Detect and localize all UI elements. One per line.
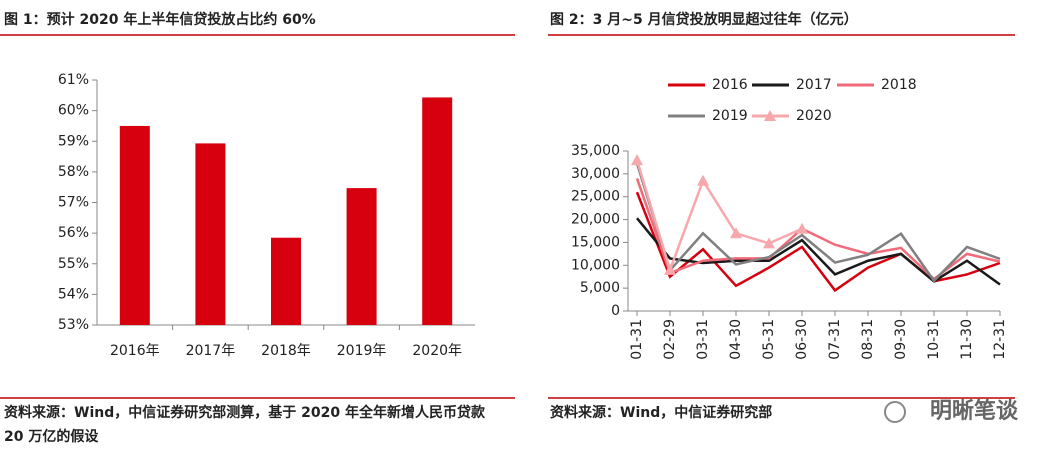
chart-title: 图 2：3 月~5 月信贷投放明显超过往年（亿元） <box>550 11 858 28</box>
series-line <box>635 178 1001 281</box>
y-tick-label: 53% <box>58 317 89 333</box>
x-tick-label: 01-31 <box>629 319 645 360</box>
source-note: 资料来源：Wind，中信证券研究部 <box>550 405 773 421</box>
y-tick-label: 0 <box>611 303 620 319</box>
bar <box>271 237 301 325</box>
x-tick-label: 2020年 <box>412 343 462 359</box>
x-tick-label: 2016年 <box>110 343 160 359</box>
y-tick-label: 55% <box>58 256 89 272</box>
y-tick-label: 56% <box>58 225 89 241</box>
x-tick-label: 07-31 <box>827 319 843 360</box>
watermark-icon <box>884 401 906 423</box>
bar <box>195 143 226 325</box>
legend-marker <box>764 110 776 121</box>
point-marker <box>664 263 676 275</box>
x-tick-label: 11-30 <box>959 319 975 360</box>
x-tick-label: 12-31 <box>992 319 1008 360</box>
x-tick-label: 06-30 <box>794 319 810 360</box>
legend-label: 2018 <box>881 77 917 93</box>
y-tick-label: 15,000 <box>571 234 620 250</box>
x-tick-label: 03-31 <box>695 319 711 360</box>
legend-label: 2019 <box>712 108 748 124</box>
x-tick-label: 10-31 <box>926 319 942 360</box>
x-tick-label: 09-30 <box>893 319 909 360</box>
series-line <box>635 191 1001 293</box>
source-note: 资料来源：Wind，中信证券研究部测算，基于 2020 年全年新增人民币贷款 2… <box>4 405 485 445</box>
point-marker <box>730 227 742 239</box>
x-tick-label: 2019年 <box>337 343 387 359</box>
x-tick-label: 2018年 <box>261 343 311 359</box>
y-tick-label: 30,000 <box>571 166 620 182</box>
y-tick-label: 54% <box>58 286 89 302</box>
y-tick-label: 61% <box>58 72 89 88</box>
y-tick-label: 60% <box>58 103 89 119</box>
series-line <box>635 162 1001 283</box>
x-tick-label: 05-31 <box>761 319 777 360</box>
y-tick-label: 20,000 <box>571 212 620 228</box>
y-tick-label: 58% <box>58 164 89 180</box>
series-line <box>635 159 803 274</box>
point-marker <box>763 237 775 249</box>
y-tick-label: 35,000 <box>571 143 620 159</box>
bar <box>119 125 150 325</box>
legend-label: 2020 <box>796 108 832 124</box>
legend-label: 2016 <box>712 77 748 93</box>
point-marker <box>697 174 709 186</box>
legend-label: 2017 <box>796 77 832 93</box>
point-marker <box>631 154 643 166</box>
x-tick-label: 08-31 <box>860 319 876 360</box>
watermark: 明晰笔谈 <box>930 398 1019 424</box>
chart-title: 图 1：预计 2020 年上半年信贷投放占比约 60% <box>4 11 316 28</box>
bar <box>346 188 377 325</box>
y-tick-label: 25,000 <box>571 189 620 205</box>
x-tick-label: 02-29 <box>662 319 678 360</box>
point-marker <box>796 222 808 234</box>
x-tick-label: 2017年 <box>186 343 236 359</box>
y-tick-label: 10,000 <box>571 257 620 273</box>
series-line <box>636 217 1001 286</box>
x-tick-label: 04-30 <box>728 319 744 360</box>
y-tick-label: 59% <box>58 133 89 149</box>
y-tick-label: 5,000 <box>580 280 620 296</box>
bar <box>422 97 453 325</box>
y-tick-label: 57% <box>58 195 89 211</box>
